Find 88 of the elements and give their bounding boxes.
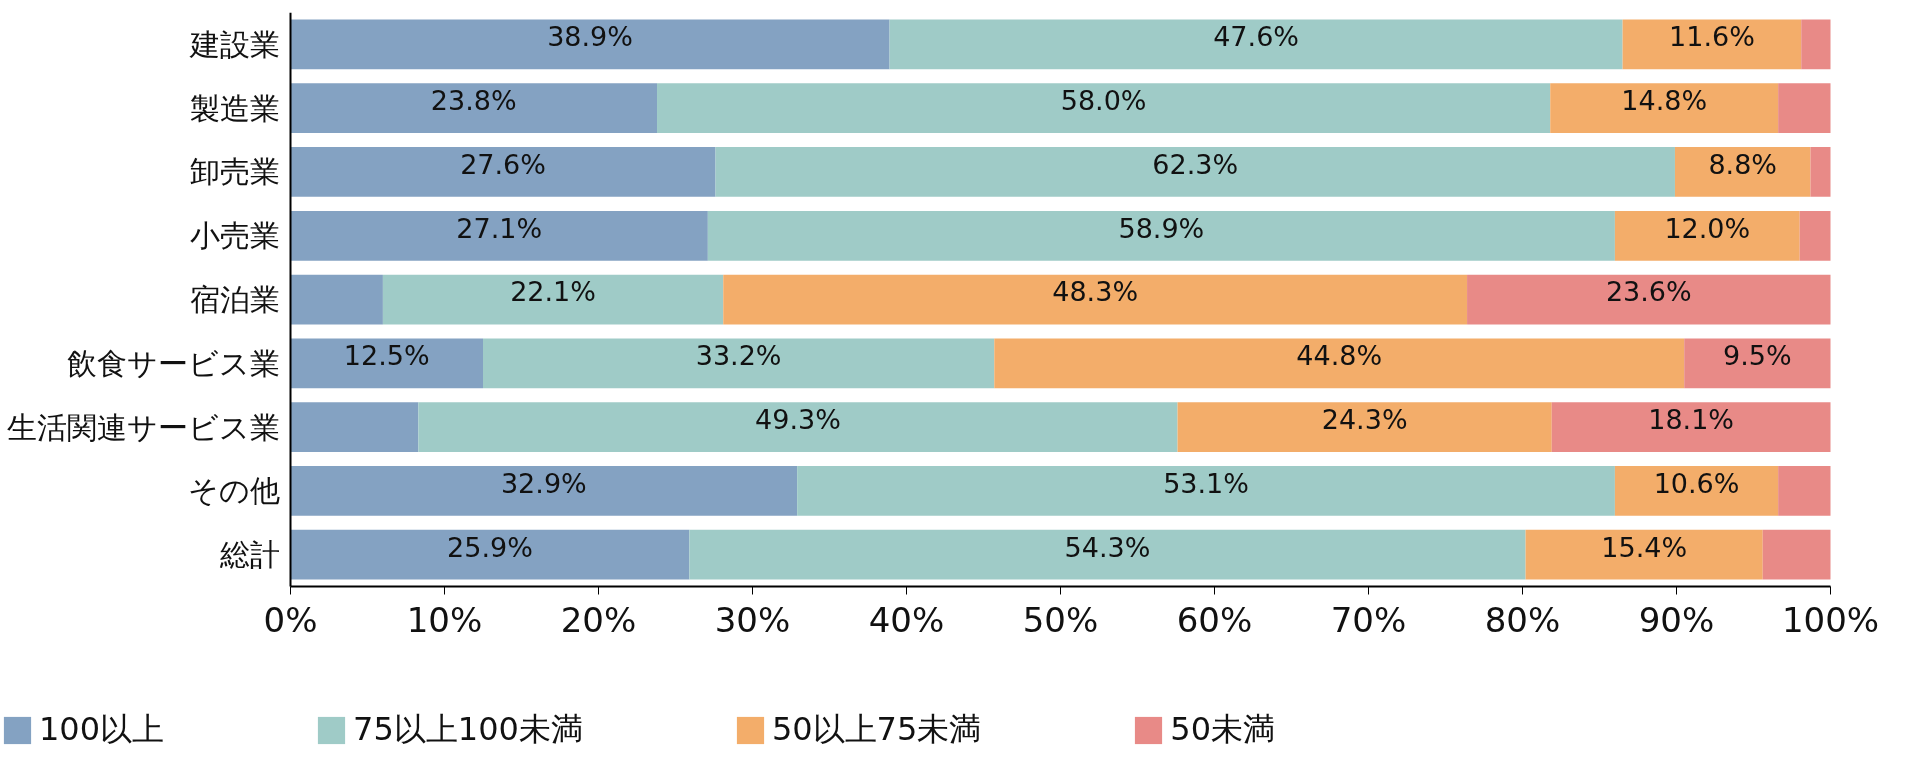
data-label: 12.5% [343,340,430,372]
data-label: 49.3% [755,404,841,435]
bar [1801,19,1831,70]
bar [689,529,1526,580]
bar [1614,210,1800,261]
x-tick-label: 80% [1484,599,1561,640]
data-label: 27.1% [456,212,543,244]
data-label: 54.3% [1064,531,1151,563]
data-label: 10.6% [1653,467,1740,499]
bar [1177,402,1552,453]
bar [1614,466,1779,516]
data-label: 33.2% [695,340,782,372]
bar [290,466,798,516]
bar [290,274,383,325]
bar [290,147,716,197]
data-label: 47.6% [1213,21,1299,53]
x-tick-label: 50% [1022,599,1099,640]
y-tick-label: 生活関連サービス業 [6,409,280,445]
bar [1525,529,1763,580]
legend-label: 50以上75未満 [771,709,982,750]
data-label: 8.8% [1708,148,1778,180]
data-label: 23.6% [1605,276,1692,308]
legend-label: 100以上 [39,709,165,750]
bar [418,402,1178,453]
y-tick-label: 建設業 [188,26,280,62]
x-tick-label: 60% [1176,599,1253,640]
x-tick-label: 0% [263,599,318,640]
bar [1778,466,1831,516]
bar [1778,83,1831,134]
x-tick-label: 20% [560,599,637,640]
bar [889,19,1623,70]
bar [290,19,890,70]
data-label: 38.9% [547,21,633,53]
bar [707,210,1615,261]
data-label: 27.6% [460,148,546,180]
bar [1550,83,1779,134]
y-tick-label: 飲食サービス業 [66,345,280,381]
x-tick-label: 90% [1638,599,1715,640]
y-tick-label: 小売業 [189,218,280,254]
data-label: 11.6% [1669,21,1755,53]
bar [1467,274,1831,325]
data-label: 53.1% [1163,467,1249,499]
data-label: 18.1% [1648,404,1735,435]
bar [483,338,995,389]
data-label: 23.8% [430,85,517,117]
bar [1622,19,1802,70]
x-tick-label: 100% [1781,599,1880,640]
y-tick-label: 卸売業 [189,154,280,190]
bar [657,83,1551,134]
y-tick-label: その他 [187,473,280,509]
data-label: 44.8% [1296,340,1383,372]
data-label: 32.9% [500,467,587,499]
legend-label: 75以上100未満 [353,709,583,750]
data-label: 9.5% [1723,340,1792,372]
bar [290,338,483,389]
legend-label: 50未満 [1170,709,1276,750]
bar [715,147,1675,197]
data-label: 12.0% [1664,212,1751,244]
bar [994,338,1685,389]
bar [290,83,658,134]
bar [290,210,708,261]
bar [1551,402,1831,453]
data-label: 15.4% [1601,531,1688,563]
data-label: 62.3% [1152,148,1239,180]
bar [1799,210,1831,261]
y-tick-label: 製造業 [189,90,280,126]
data-label: 14.8% [1621,85,1708,117]
bar [1684,338,1831,389]
data-label: 48.3% [1052,276,1139,308]
bar [1810,147,1831,197]
bar [290,529,690,580]
bar [723,274,1468,325]
bar [290,402,419,453]
y-tick-label: 宿泊業 [189,282,280,318]
data-label: 22.1% [510,276,596,308]
x-tick-label: 30% [714,599,791,640]
x-tick-label: 10% [406,599,483,640]
data-label: 58.9% [1118,212,1205,244]
x-tick-label: 40% [868,599,945,640]
y-tick-label: 総計 [218,537,280,573]
data-label: 58.0% [1060,85,1147,117]
bar [797,466,1615,516]
bar [1762,529,1831,580]
bar [382,274,724,325]
data-label: 24.3% [1321,404,1408,435]
x-tick-label: 70% [1330,599,1407,640]
bar [1674,147,1811,197]
data-label: 25.9% [447,531,533,563]
